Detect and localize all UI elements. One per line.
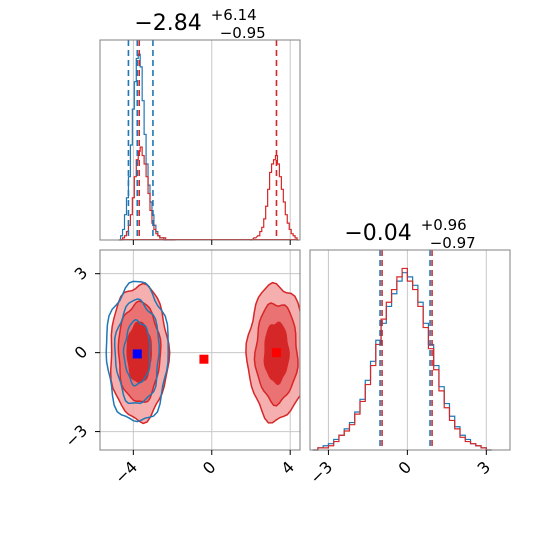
joint-contour-blue-2 bbox=[113, 298, 160, 405]
param2-title-median: −0.04 bbox=[344, 221, 411, 246]
joint-xtick-label: 4 bbox=[277, 457, 298, 478]
param1-hist-blue bbox=[118, 53, 166, 241]
param1-hist-red-mode-2 bbox=[250, 154, 300, 241]
joint-ytick-label: 3 bbox=[71, 263, 92, 284]
param1-title: −2.84 +6.14 −0.95 bbox=[134, 1, 265, 42]
param1-hist-frame bbox=[99, 39, 301, 241]
param2-hist-panel: −0.04 +0.96 −0.97 bbox=[309, 211, 511, 451]
param1-title-median: −2.84 bbox=[134, 11, 201, 36]
joint-contour-blue-3 bbox=[122, 318, 151, 387]
param2-title: −0.04 +0.96 −0.97 bbox=[344, 211, 475, 252]
param2-xtick-label: −3 bbox=[306, 457, 336, 487]
param2-xtick-label: 0 bbox=[395, 457, 416, 478]
param2-xtick-label: 3 bbox=[474, 457, 495, 478]
param1-title-plus: +6.14 bbox=[211, 6, 257, 24]
param2-title-plus: +0.96 bbox=[421, 216, 467, 234]
param1-title-minus: −0.95 bbox=[220, 24, 266, 42]
joint-xtick-label: 0 bbox=[199, 457, 220, 478]
joint-2d-frame bbox=[99, 249, 301, 451]
joint-ytick-label: −3 bbox=[61, 421, 91, 451]
joint-contour-blue-1 bbox=[105, 280, 169, 423]
param1-hist-panel: −2.84 +6.14 −0.95 bbox=[99, 1, 301, 241]
joint-marker-red-2 bbox=[271, 348, 281, 358]
joint-marker-blue bbox=[132, 349, 142, 359]
param2-title-minus: −0.97 bbox=[430, 234, 476, 252]
joint-2d-panel bbox=[99, 249, 301, 451]
joint-xtick-label: −4 bbox=[111, 457, 141, 487]
joint-ytick-label: 0 bbox=[71, 342, 92, 363]
param2-hist-frame bbox=[309, 249, 511, 451]
param2-hist-red bbox=[312, 267, 492, 451]
joint-marker-red-1 bbox=[199, 354, 209, 364]
param2-hist-blue bbox=[312, 272, 492, 451]
